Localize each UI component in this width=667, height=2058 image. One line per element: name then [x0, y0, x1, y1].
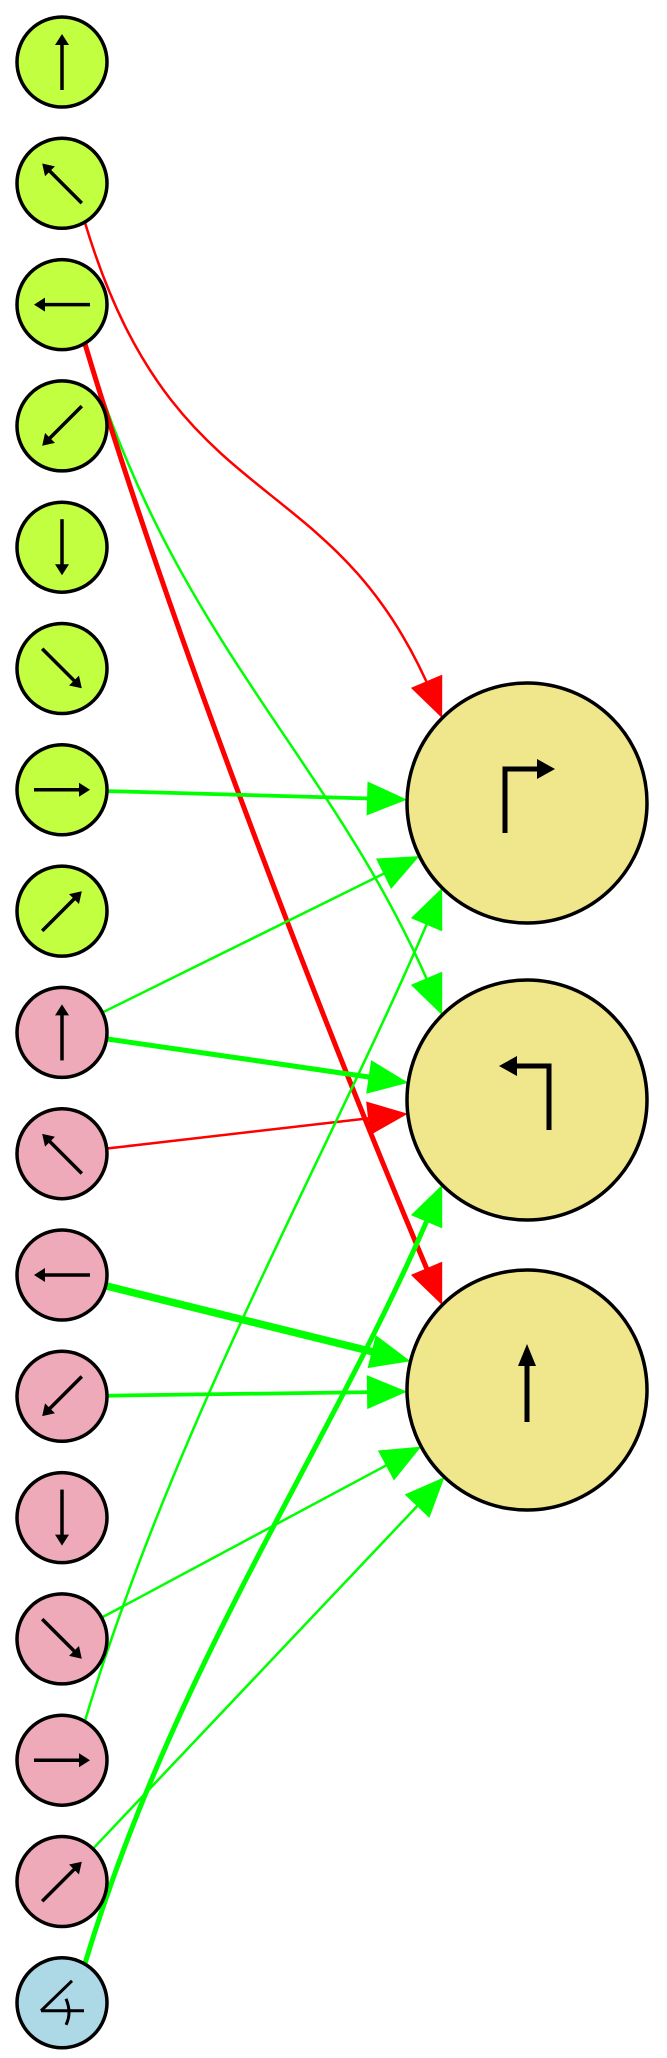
connection-p0-o0 [101, 856, 420, 1014]
input-node-pink-arrow-down [15, 1470, 109, 1565]
input-node-blue-angle [15, 1956, 109, 2050]
arrow-down-right-icon [40, 647, 82, 689]
output-node-turn-left [405, 978, 649, 1222]
input-node-green-arrow-up [15, 15, 109, 109]
input-node-green-arrow-down [15, 500, 109, 594]
turn-right-icon [502, 759, 555, 833]
input-node-green-arrow-up-right [15, 864, 109, 958]
input-node-pink-arrow-up-right [15, 1834, 109, 1929]
arrow-up-icon [55, 34, 69, 90]
arrow-up-right-icon [40, 1861, 82, 1903]
arrow-left-icon [34, 297, 90, 312]
input-node-green-arrow-left [15, 257, 109, 352]
nodes-layer [15, 15, 649, 2050]
arrow-up-right-icon [40, 891, 82, 933]
arrow-down-icon [55, 519, 69, 576]
input-node-green-arrow-right [15, 743, 109, 837]
input-node-pink-arrow-up [15, 985, 109, 1080]
arrow-down-left-icon [42, 404, 84, 446]
connection-g1-o0 [83, 221, 443, 719]
connection-b0-o1 [82, 1184, 443, 1965]
input-node-green-arrow-down-left [15, 379, 109, 473]
input-node-green-arrow-up-left [15, 136, 109, 231]
input-node-pink-arrow-up-left [15, 1106, 109, 1201]
input-node-pink-arrow-down-right [15, 1592, 109, 1686]
input-node-pink-arrow-right [15, 1713, 109, 1807]
connection-g2-o2 [82, 342, 443, 1306]
arrow-down-icon [55, 1489, 69, 1546]
arrow-down-right-icon [40, 1617, 82, 1659]
angle-icon [39, 1979, 84, 2026]
arrow-down-left-icon [42, 1375, 84, 1417]
arrow-right-icon [34, 1753, 90, 1768]
arrow-up-left-icon [42, 1133, 84, 1175]
connection-p3-o2 [106, 1375, 408, 1410]
arrow-up-left-icon [42, 163, 84, 205]
arrow-right-icon [34, 782, 90, 797]
input-node-pink-arrow-down-left [15, 1349, 109, 1444]
connection-p5-o2 [101, 1446, 422, 1619]
arrow-up-icon [55, 1004, 69, 1061]
straight-icon [518, 1344, 536, 1422]
connection-g2-o1 [83, 343, 443, 1016]
connection-p6-o0 [83, 887, 443, 1722]
output-node-straight [405, 1268, 649, 1512]
connection-p1-o1 [106, 1101, 408, 1150]
output-node-turn-right [405, 681, 649, 925]
connections-layer [82, 221, 445, 1965]
arrow-left-icon [34, 1268, 90, 1282]
connection-p0-o1 [106, 1036, 409, 1094]
input-node-green-arrow-down-right [15, 621, 109, 716]
connection-p2-o2 [104, 1282, 411, 1369]
connection-g6-o0 [106, 781, 408, 816]
input-node-pink-arrow-left [15, 1228, 109, 1322]
turn-left-icon [499, 1056, 552, 1130]
